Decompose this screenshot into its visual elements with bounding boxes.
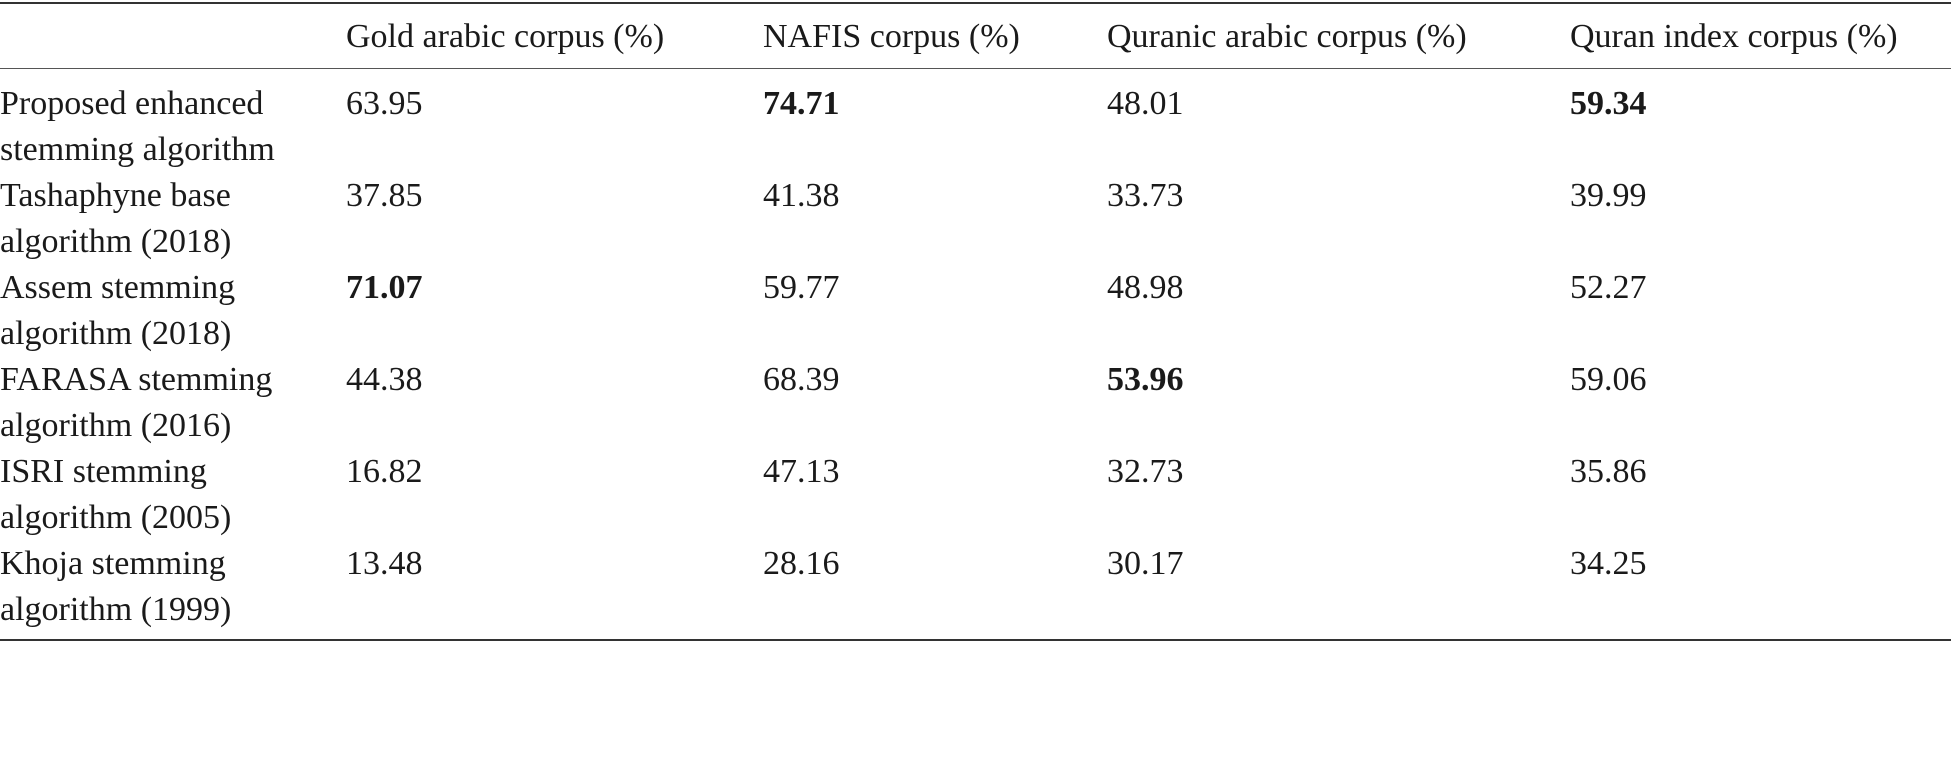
- cell-value: 28.16: [763, 545, 840, 582]
- header-row: Gold arabic corpus (%) NAFIS corpus (%) Qu…: [0, 3, 1951, 69]
- column-header: Quranic arabic corpus (%): [1107, 18, 1467, 55]
- table-header: Gold arabic corpus (%) NAFIS corpus (%) Qu…: [0, 3, 1951, 69]
- cell-value: 16.82: [346, 453, 423, 490]
- cell-value: 34.25: [1570, 545, 1647, 582]
- row-label: Assem stemming algorithm (2018): [0, 269, 236, 352]
- cell-value: 59.06: [1570, 361, 1647, 398]
- cell-value: 63.95: [346, 85, 423, 122]
- row-label: FARASA stemming algorithm (2016): [0, 361, 273, 444]
- cell-value: 68.39: [763, 361, 840, 398]
- cell-value: 39.99: [1570, 177, 1647, 214]
- cell-value: 33.73: [1107, 177, 1184, 214]
- cell-value: 41.38: [763, 177, 840, 214]
- cell-value: 53.96: [1107, 361, 1184, 398]
- row-label: Khoja stemming algorithm (1999): [0, 545, 232, 628]
- cell-value: 48.98: [1107, 269, 1184, 306]
- row-label: Tashaphyne base algorithm (2018): [0, 177, 232, 260]
- cell-value: 32.73: [1107, 453, 1184, 490]
- column-header: NAFIS corpus (%): [763, 18, 1020, 55]
- cell-value: 37.85: [346, 177, 423, 214]
- cell-value: 44.38: [346, 361, 423, 398]
- cell-value: 13.48: [346, 545, 423, 582]
- cell-value: 74.71: [763, 85, 840, 122]
- cell-value: 35.86: [1570, 453, 1647, 490]
- table-body: Proposed enhanced stemming algorithm 63.9…: [0, 69, 1951, 640]
- results-table: Gold arabic corpus (%) NAFIS corpus (%) Qu…: [0, 2, 1951, 641]
- table-row: FARASA stemming algorithm (2016) 44.38 68.…: [0, 357, 1951, 449]
- column-header: Quran index corpus (%): [1570, 18, 1898, 55]
- cell-value: 47.13: [763, 453, 840, 490]
- row-label: ISRI stemming algorithm (2005): [0, 453, 232, 536]
- table-row: Proposed enhanced stemming algorithm 63.9…: [0, 69, 1951, 174]
- cell-value: 59.34: [1570, 85, 1647, 122]
- table-row: Khoja stemming algorithm (1999) 13.48 28.1…: [0, 541, 1951, 640]
- table-row: ISRI stemming algorithm (2005) 16.82 47.13…: [0, 449, 1951, 541]
- cell-value: 48.01: [1107, 85, 1184, 122]
- table-row: Assem stemming algorithm (2018) 71.07 59.7…: [0, 265, 1951, 357]
- cell-value: 71.07: [346, 269, 423, 306]
- cell-value: 59.77: [763, 269, 840, 306]
- row-label: Proposed enhanced stemming algorithm: [0, 85, 275, 168]
- cell-value: 30.17: [1107, 545, 1184, 582]
- column-header: Gold arabic corpus (%): [346, 18, 665, 55]
- column-header: [0, 3, 346, 69]
- cell-value: 52.27: [1570, 269, 1647, 306]
- table-row: Tashaphyne base algorithm (2018) 37.85 41.…: [0, 173, 1951, 265]
